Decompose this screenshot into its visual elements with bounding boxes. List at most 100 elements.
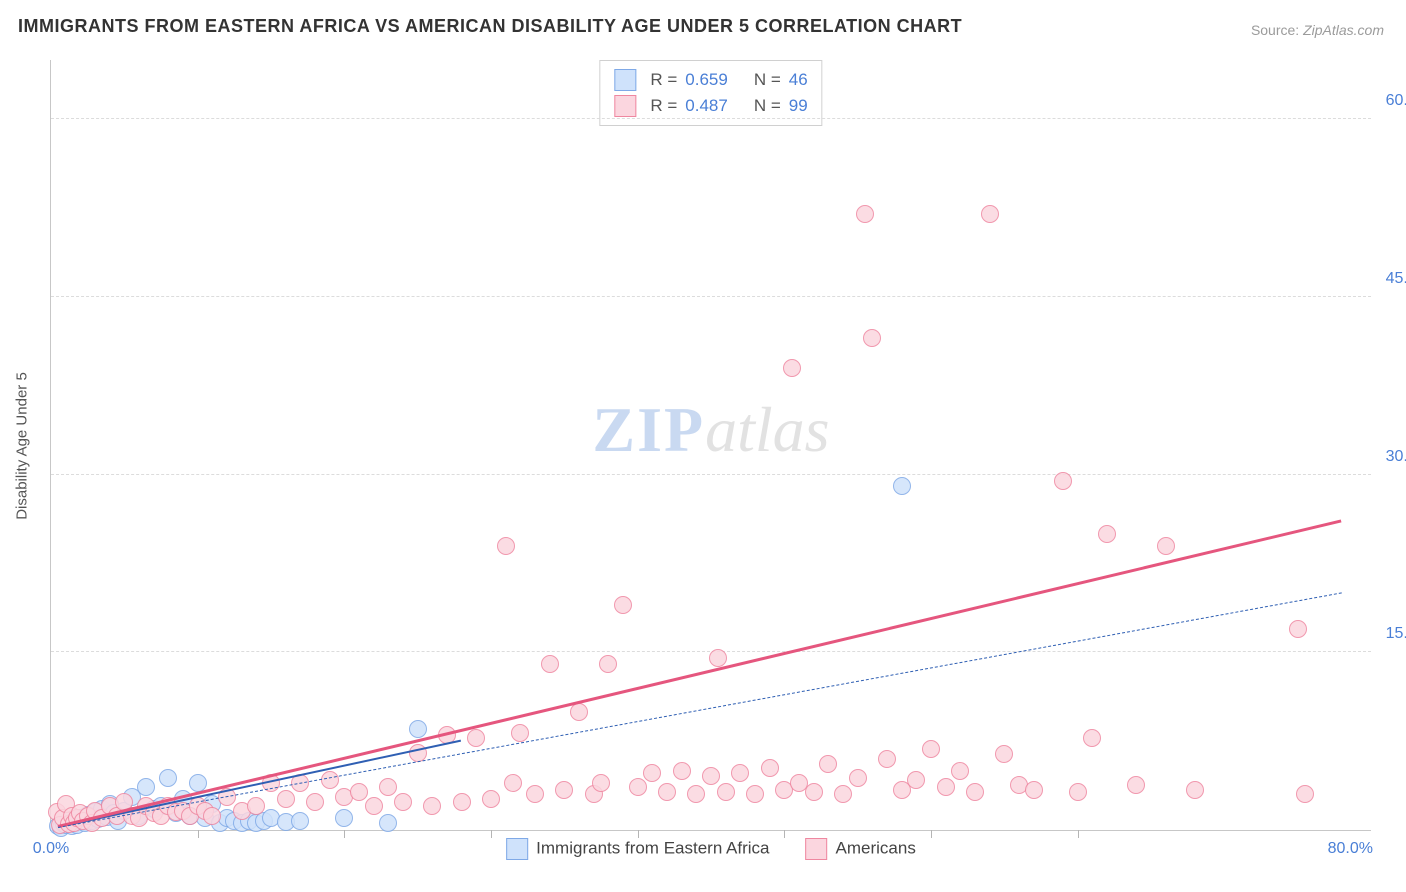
data-point-americans: [805, 783, 823, 801]
data-point-americans: [277, 790, 295, 808]
watermark-zip: ZIP: [592, 394, 705, 465]
data-point-americans: [951, 762, 969, 780]
stat-r-value: 0.659: [685, 67, 728, 93]
data-point-americans: [687, 785, 705, 803]
data-point-americans: [995, 745, 1013, 763]
data-point-americans: [497, 537, 515, 555]
data-point-americans: [746, 785, 764, 803]
data-point-americans: [702, 767, 720, 785]
series-legend-label: Americans: [836, 838, 916, 857]
data-point-americans: [863, 329, 881, 347]
data-point-americans: [783, 359, 801, 377]
y-tick-label: 15.0%: [1376, 625, 1406, 643]
data-point-americans: [717, 783, 735, 801]
data-point-americans: [981, 205, 999, 223]
x-tick: [931, 830, 932, 838]
data-point-americans: [482, 790, 500, 808]
gridline: [51, 474, 1371, 475]
data-point-immigrants: [409, 720, 427, 738]
data-point-americans: [658, 783, 676, 801]
series-legend: Immigrants from Eastern Africa Americans: [506, 838, 916, 860]
data-point-americans: [761, 759, 779, 777]
data-point-americans: [1025, 781, 1043, 799]
data-point-americans: [1296, 785, 1314, 803]
stat-n-label: N =: [754, 67, 781, 93]
y-tick-label: 45.0%: [1376, 270, 1406, 288]
stat-n-label: N =: [754, 93, 781, 119]
data-point-americans: [394, 793, 412, 811]
data-point-americans: [1098, 525, 1116, 543]
data-point-americans: [504, 774, 522, 792]
data-point-americans: [541, 655, 559, 673]
x-tick: [491, 830, 492, 838]
data-point-americans: [592, 774, 610, 792]
stat-n-value: 99: [789, 93, 808, 119]
chart-title: IMMIGRANTS FROM EASTERN AFRICA VS AMERIC…: [18, 16, 962, 37]
data-point-immigrants: [893, 477, 911, 495]
y-axis-label: Disability Age Under 5: [14, 372, 31, 520]
legend-swatch: [614, 69, 636, 91]
series-legend-item-immigrants: Immigrants from Eastern Africa: [506, 838, 769, 860]
stat-legend-row-americans: R = 0.487N = 99: [614, 93, 807, 119]
data-point-americans: [966, 783, 984, 801]
data-point-americans: [365, 797, 383, 815]
data-point-americans: [819, 755, 837, 773]
stat-n-value: 46: [789, 67, 808, 93]
legend-swatch: [614, 95, 636, 117]
series-legend-item-americans: Americans: [806, 838, 916, 860]
x-origin-label: 0.0%: [33, 840, 69, 858]
data-point-americans: [321, 771, 339, 789]
data-point-americans: [907, 771, 925, 789]
data-point-immigrants: [379, 814, 397, 832]
data-point-americans: [614, 596, 632, 614]
plot-area: ZIPatlas R = 0.659N = 46R = 0.487N = 99 …: [50, 60, 1371, 831]
data-point-americans: [1127, 776, 1145, 794]
x-tick: [344, 830, 345, 838]
data-point-americans: [731, 764, 749, 782]
data-point-americans: [643, 764, 661, 782]
data-point-immigrants: [291, 812, 309, 830]
data-point-americans: [350, 783, 368, 801]
data-point-americans: [599, 655, 617, 673]
stat-legend: R = 0.659N = 46R = 0.487N = 99: [599, 60, 822, 126]
data-point-americans: [453, 793, 471, 811]
x-tick: [638, 830, 639, 838]
data-point-americans: [1289, 620, 1307, 638]
trend-americans: [58, 519, 1342, 828]
data-point-americans: [555, 781, 573, 799]
watermark: ZIPatlas: [592, 393, 829, 467]
data-point-americans: [629, 778, 647, 796]
y-tick-label: 30.0%: [1376, 448, 1406, 466]
y-tick-label: 60.0%: [1376, 92, 1406, 110]
data-point-americans: [1069, 783, 1087, 801]
series-legend-label: Immigrants from Eastern Africa: [536, 838, 769, 857]
data-point-americans: [526, 785, 544, 803]
data-point-americans: [306, 793, 324, 811]
data-point-americans: [467, 729, 485, 747]
legend-swatch: [506, 838, 528, 860]
data-point-americans: [1083, 729, 1101, 747]
stat-r-value: 0.487: [685, 93, 728, 119]
data-point-americans: [709, 649, 727, 667]
gridline: [51, 296, 1371, 297]
source-site: ZipAtlas.com: [1303, 22, 1384, 38]
data-point-americans: [849, 769, 867, 787]
stat-r-label: R =: [650, 67, 677, 93]
data-point-immigrants: [189, 774, 207, 792]
data-point-immigrants: [335, 809, 353, 827]
data-point-americans: [922, 740, 940, 758]
gridline: [51, 118, 1371, 119]
watermark-atlas: atlas: [705, 394, 829, 465]
data-point-americans: [1186, 781, 1204, 799]
data-point-immigrants: [159, 769, 177, 787]
data-point-americans: [247, 797, 265, 815]
source-label: Source: ZipAtlas.com: [1251, 22, 1384, 38]
data-point-americans: [511, 724, 529, 742]
data-point-americans: [856, 205, 874, 223]
data-point-immigrants: [137, 778, 155, 796]
data-point-americans: [937, 778, 955, 796]
legend-swatch: [806, 838, 828, 860]
x-max-label: 80.0%: [1328, 840, 1373, 858]
data-point-americans: [1054, 472, 1072, 490]
data-point-americans: [423, 797, 441, 815]
